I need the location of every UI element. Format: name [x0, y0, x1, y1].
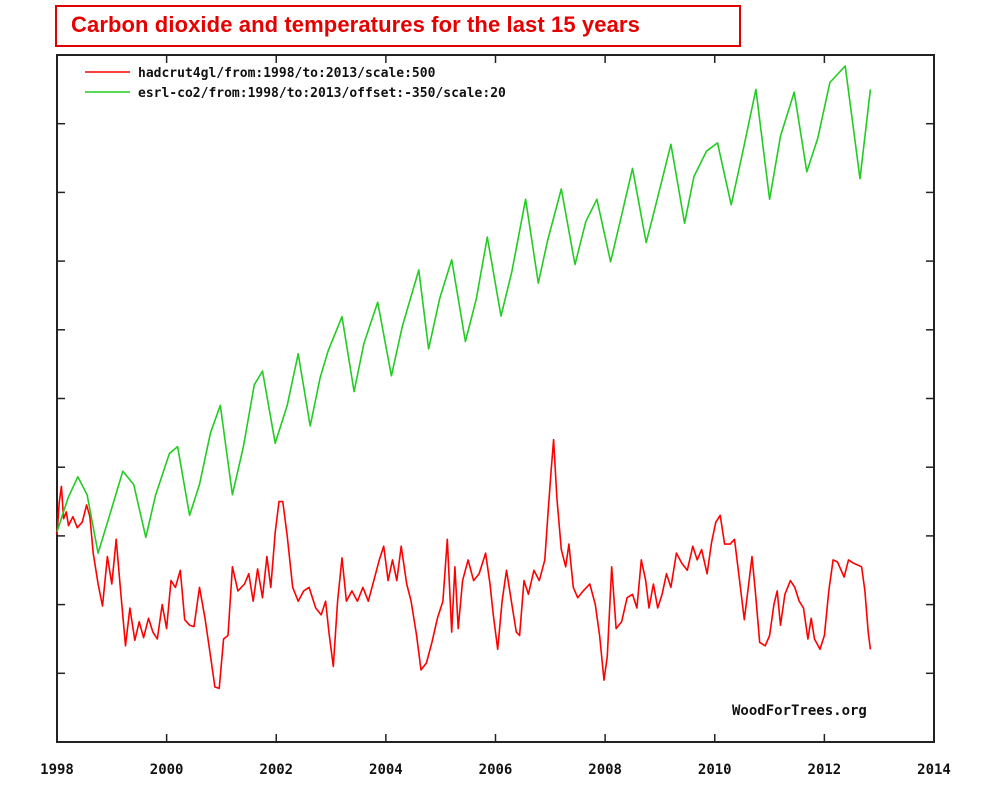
x-tick-label: 2004 — [369, 762, 403, 778]
chart-title: Carbon dioxide and temperatures for the … — [71, 12, 640, 37]
chart-title-box: Carbon dioxide and temperatures for the … — [55, 5, 741, 47]
x-tick-label: 2008 — [588, 762, 622, 778]
x-tick-label: 2002 — [259, 762, 293, 778]
credit-label: WoodForTrees.org — [732, 703, 867, 719]
x-tick-label: 1998 — [40, 762, 74, 778]
plot-frame — [56, 54, 935, 743]
y-axis-ticks — [57, 122, 934, 675]
series-line-hadcrut — [56, 438, 872, 690]
x-tick-label: 2012 — [808, 762, 842, 778]
series-line-co2 — [56, 65, 872, 554]
x-axis-ticks — [165, 55, 826, 742]
x-tick-label: 2006 — [479, 762, 513, 778]
x-tick-label: 2014 — [917, 762, 951, 778]
legend: hadcrut4gl/from:1998/to:2013/scale:500 e… — [85, 66, 506, 101]
series-layer — [56, 65, 872, 690]
x-tick-label: 2000 — [150, 762, 184, 778]
legend-label-co2: esrl-co2/from:1998/to:2013/offset:-350/s… — [138, 86, 506, 101]
legend-label-hadcrut: hadcrut4gl/from:1998/to:2013/scale:500 — [138, 66, 436, 81]
x-axis-labels: 1998 2000 2002 2004 2006 2008 2010 2012 2014 — [40, 762, 951, 778]
x-tick-label: 2010 — [698, 762, 732, 778]
